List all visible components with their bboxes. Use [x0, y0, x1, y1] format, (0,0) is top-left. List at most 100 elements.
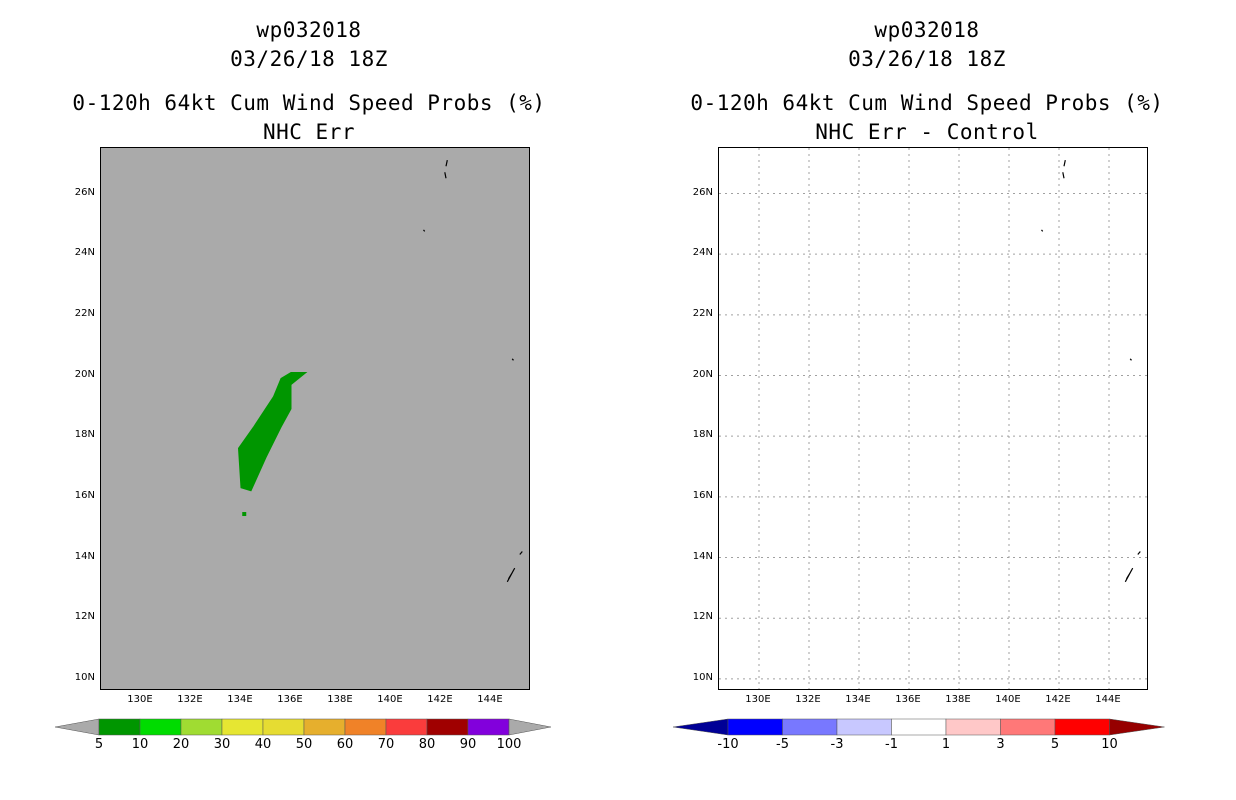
x-tick-label: 140E — [377, 694, 403, 705]
colorbar-box — [262, 718, 305, 736]
map-svg — [719, 148, 1147, 689]
colorbar-arrow-low — [673, 718, 729, 736]
colorbar-label: -1 — [885, 737, 898, 752]
island-outline — [1062, 172, 1065, 179]
left-panel: wp032018 03/26/18 18Z 0-120h 64kt Cum Wi… — [55, 18, 552, 752]
y-tick-label: 10N — [692, 671, 713, 683]
colorbar-label: 100 — [496, 737, 522, 752]
island-outline — [511, 358, 514, 361]
x-tick-label: 140E — [995, 694, 1021, 705]
colorbar-box — [467, 718, 510, 736]
colorbar-box — [891, 718, 947, 736]
colorbar-label: 60 — [336, 737, 354, 752]
x-tick-label: 136E — [895, 694, 921, 705]
x-tick-label: 132E — [795, 694, 821, 705]
y-tick-label: 24N — [74, 247, 95, 259]
colorbar-box — [221, 718, 264, 736]
y-tick-label: 14N — [692, 550, 713, 562]
colorbar-label: 50 — [295, 737, 313, 752]
island-outline — [1063, 159, 1066, 167]
colorbar-box — [426, 718, 469, 736]
x-tick-label: 138E — [327, 694, 353, 705]
datetime: 03/26/18 18Z — [230, 47, 388, 71]
colorbar-arrow-high — [508, 718, 552, 736]
y-tick-label: 14N — [74, 550, 95, 562]
island-outline — [1137, 551, 1141, 555]
island-outline — [444, 172, 447, 179]
probability-contour-5-10 — [237, 372, 308, 492]
colorbar-box — [945, 718, 1001, 736]
subtitle: NHC Err - Control — [815, 120, 1039, 144]
colorbar-label: 5 — [1050, 737, 1060, 752]
colorbar-arrow-high — [1109, 718, 1165, 736]
colorbar-label: 5 — [94, 737, 104, 752]
island-outline — [1041, 229, 1044, 232]
colorbar-box — [303, 718, 346, 736]
colorbar-box — [1000, 718, 1056, 736]
y-tick-label: 24N — [692, 247, 713, 259]
product-title: 0-120h 64kt Cum Wind Speed Probs (%) — [72, 91, 546, 115]
y-tick-label: 12N — [692, 611, 713, 623]
y-tick-label: 22N — [74, 307, 95, 319]
storm-id: wp032018 — [874, 18, 980, 42]
colorbar-label: 3 — [996, 737, 1005, 752]
colorbar — [673, 718, 1165, 736]
y-tick-label: 22N — [692, 307, 713, 319]
x-tick-label: 144E — [477, 694, 503, 705]
colorbar-label: -10 — [717, 737, 739, 752]
colorbar-box — [727, 718, 783, 736]
x-tick-label: 130E — [745, 694, 771, 705]
island-outline — [1124, 567, 1134, 583]
subtitle: NHC Err — [262, 120, 355, 144]
map-svg — [101, 148, 529, 689]
datetime: 03/26/18 18Z — [848, 47, 1006, 71]
island-outline — [506, 567, 516, 583]
probability-map — [100, 147, 530, 690]
difference-map — [718, 147, 1148, 690]
y-tick-label: 18N — [74, 429, 95, 441]
x-tick-label: 138E — [945, 694, 971, 705]
x-tick-label: 144E — [1095, 694, 1121, 705]
y-tick-label: 12N — [74, 611, 95, 623]
probability-contour-5-10 — [242, 512, 247, 517]
island-outline — [1129, 358, 1132, 361]
colorbar-label: 10 — [131, 737, 149, 752]
colorbar — [55, 718, 552, 736]
colorbar-box — [139, 718, 182, 736]
colorbar-box — [344, 718, 387, 736]
y-tick-label: 26N — [74, 186, 95, 198]
y-tick-label: 16N — [74, 489, 95, 501]
x-tick-label: 142E — [1045, 694, 1071, 705]
colorbar-box — [782, 718, 838, 736]
colorbar-label: 30 — [213, 737, 231, 752]
map-background — [101, 148, 529, 689]
x-tick-label: 136E — [277, 694, 303, 705]
island-outline — [519, 551, 523, 555]
colorbar-label: 1 — [941, 737, 951, 752]
y-tick-label: 16N — [692, 489, 713, 501]
y-tick-label: 18N — [692, 429, 713, 441]
island-outline — [423, 229, 426, 232]
colorbar-box — [836, 718, 892, 736]
colorbar-box — [385, 718, 428, 736]
product-title: 0-120h 64kt Cum Wind Speed Probs (%) — [690, 91, 1164, 115]
y-tick-label: 20N — [74, 368, 95, 380]
colorbar-label: 20 — [172, 737, 190, 752]
colorbar-label: 80 — [418, 737, 436, 752]
y-tick-label: 20N — [692, 368, 713, 380]
x-tick-label: 134E — [227, 694, 253, 705]
storm-id: wp032018 — [256, 18, 362, 42]
map-background — [719, 148, 1147, 689]
colorbar-label: 10 — [1101, 737, 1118, 752]
colorbar-label: 90 — [459, 737, 477, 752]
colorbar-label: 70 — [377, 737, 395, 752]
colorbar-box — [180, 718, 223, 736]
x-tick-label: 134E — [845, 694, 871, 705]
y-tick-label: 10N — [74, 671, 95, 683]
right-panel: wp032018 03/26/18 18Z 0-120h 64kt Cum Wi… — [618, 0, 1236, 800]
colorbar-label: -3 — [830, 737, 844, 752]
y-tick-label: 26N — [692, 186, 713, 198]
x-tick-label: 132E — [177, 694, 203, 705]
x-tick-label: 130E — [127, 694, 153, 705]
colorbar-label: 40 — [254, 737, 272, 752]
